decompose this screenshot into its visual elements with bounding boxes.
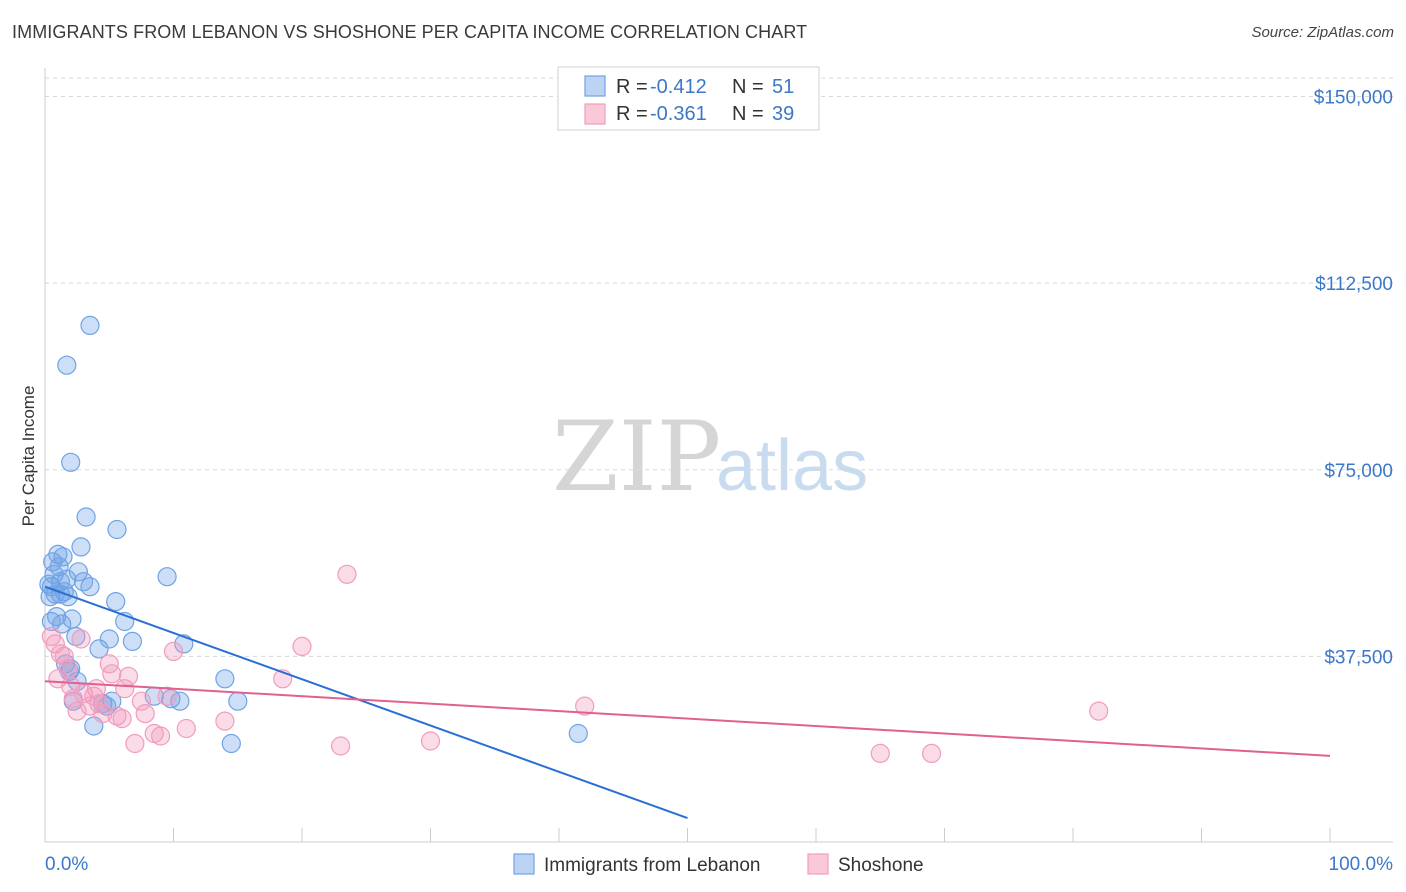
shoshone-point-35	[420, 731, 441, 751]
legend-r-value-shoshone: -0.361	[650, 103, 707, 125]
lebanon-point-46	[57, 355, 77, 375]
shoshone-point-23	[131, 691, 151, 711]
lebanon-point-22	[71, 537, 91, 557]
legend-n-value-lebanon: 51	[772, 76, 794, 98]
shoshone-point-33	[331, 736, 351, 756]
series-shoshone-points	[41, 564, 1109, 764]
lebanon-point-40	[174, 634, 194, 654]
legend-swatch-lebanon	[584, 75, 606, 97]
shoshone-point-24	[135, 703, 155, 724]
lebanon-point-15	[58, 587, 78, 607]
bottom-legend-label-shoshone: Shoshone	[838, 855, 924, 876]
y-tick-labels: $37,500 $75,000 $112,500 $150,000	[1314, 88, 1393, 669]
shoshone-point-15	[93, 703, 113, 724]
watermark-atlas: atlas	[716, 426, 868, 506]
shoshone-point-28	[163, 641, 184, 662]
lebanon-point-48	[41, 611, 62, 632]
lebanon-point-25	[80, 577, 100, 597]
gridlines	[45, 77, 1393, 657]
lebanon-point-39	[170, 691, 190, 711]
lebanon-point-37	[157, 567, 177, 587]
bottom-legend-swatch-shoshone	[807, 853, 829, 875]
shoshone-point-20	[115, 679, 135, 699]
legend-r-value-lebanon: -0.412	[650, 76, 707, 98]
lebanon-point-47	[61, 452, 81, 472]
bottom-legend-swatch-lebanon	[513, 853, 535, 875]
shoshone-point-21	[118, 666, 139, 686]
watermark-zip: ZIP	[552, 401, 721, 513]
shoshone-point-26	[151, 726, 171, 746]
shoshone-point-36	[575, 696, 595, 716]
y-tick-label-75000: $75,000	[1324, 461, 1393, 482]
shoshone-point-19	[112, 708, 132, 729]
legend-n-label-lebanon: N =	[732, 76, 764, 98]
shoshone-point-38	[921, 743, 942, 764]
shoshone-point-29	[176, 718, 196, 739]
axes	[44, 68, 1393, 843]
shoshone-point-22	[125, 733, 145, 754]
y-tick-label-150000: $150,000	[1314, 88, 1393, 109]
legend-r-label-lebanon: R =	[616, 76, 648, 98]
trendlines	[44, 585, 1331, 820]
shoshone-point-18	[107, 706, 127, 726]
y-tick-label-112500: $112,500	[1315, 274, 1393, 295]
shoshone-point-34	[337, 564, 357, 584]
shoshone-point-30	[215, 711, 235, 731]
shoshone-point-7	[63, 689, 83, 709]
lebanon-point-36	[122, 631, 142, 652]
lebanon-point-26	[76, 507, 96, 527]
lebanon-point-21	[68, 562, 89, 582]
shoshone-point-14	[89, 694, 109, 714]
y-axis-label: Per Capita Income	[19, 386, 38, 527]
shoshone-point-27	[157, 686, 177, 706]
y-tick-label-37500: $37,500	[1324, 647, 1393, 668]
lebanon-point-32	[99, 629, 119, 649]
lebanon-point-35	[107, 519, 127, 540]
shoshone-point-17	[102, 664, 122, 684]
legend-n-value-shoshone: 39	[772, 103, 794, 125]
x-tick-label-min: 0.0%	[45, 854, 88, 875]
lebanon-point-23	[73, 572, 94, 592]
legend-n-label-shoshone: N =	[732, 103, 764, 125]
shoshone-point-32	[292, 636, 312, 657]
shoshone-trendline	[44, 680, 1331, 757]
series-legend: Immigrants from Lebanon Shoshone	[513, 853, 924, 876]
lebanon-point-31	[106, 591, 126, 612]
x-tick-label-max: 100.0%	[1329, 854, 1394, 875]
lebanon-point-43	[228, 691, 248, 711]
shoshone-point-9	[71, 629, 91, 649]
lebanon-trendline	[44, 585, 688, 820]
lebanon-point-18	[62, 609, 82, 629]
bottom-legend-label-lebanon: Immigrants from Lebanon	[544, 855, 761, 876]
shoshone-point-4	[54, 646, 74, 667]
shoshone-point-5	[58, 659, 78, 679]
lebanon-point-45	[80, 315, 100, 335]
lebanon-point-44	[568, 723, 588, 744]
legend-swatch-shoshone	[584, 103, 606, 125]
chart-title: IMMIGRANTS FROM LEBANON VS SHOSHONE PER …	[12, 22, 808, 42]
lebanon-point-42	[221, 733, 241, 754]
lebanon-point-41	[215, 669, 235, 689]
lebanon-point-27	[89, 639, 109, 659]
shoshone-point-37	[870, 743, 890, 764]
lebanon-point-11	[53, 547, 73, 567]
watermark: ZIP atlas	[552, 401, 868, 513]
source-attribution: Source: ZipAtlas.com	[1251, 24, 1394, 41]
lebanon-point-20	[66, 626, 86, 647]
shoshone-point-39	[1089, 701, 1109, 721]
legend-r-label-shoshone: R =	[616, 103, 648, 125]
x-axis-ticks	[44, 828, 1331, 842]
correlation-legend: R = -0.412 N = 51 R = -0.361 N = 39	[557, 66, 820, 131]
